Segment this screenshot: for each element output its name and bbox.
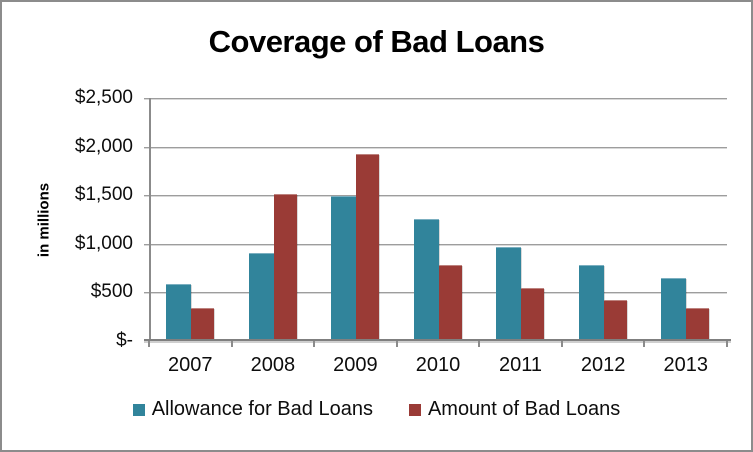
x-axis-tick xyxy=(726,341,728,347)
gridline xyxy=(144,195,727,197)
x-category-label: 2008 xyxy=(250,354,296,376)
x-axis-tick xyxy=(148,341,150,347)
bar-amount-2011 xyxy=(521,287,545,341)
x-category-label: 2009 xyxy=(333,354,378,376)
legend-swatch-allowance xyxy=(132,403,145,416)
bar-amount-2010 xyxy=(438,264,462,341)
bar-amount-2007 xyxy=(191,308,214,341)
bar-amount-2012 xyxy=(603,300,627,341)
y-tick-label: $2,500 xyxy=(74,87,133,108)
legend-swatch-amount xyxy=(408,403,421,416)
x-axis-tick xyxy=(478,341,481,347)
x-category-label: 2013 xyxy=(663,354,708,376)
x-axis-tick xyxy=(560,341,563,347)
y-axis-line xyxy=(149,98,151,341)
x-axis-line xyxy=(144,339,731,341)
plot-area xyxy=(144,98,727,341)
x-axis-tick xyxy=(230,341,233,347)
legend: Allowance for Bad Loans Amount of Bad Loa… xyxy=(2,398,751,421)
gridline xyxy=(144,98,727,99)
x-category-label: 2007 xyxy=(168,354,213,376)
y-tick-label: $2,000 xyxy=(74,135,133,157)
legend-label: Allowance for Bad Loans xyxy=(151,398,373,420)
bar-allowance-2009 xyxy=(331,196,357,341)
bar-amount-2013 xyxy=(686,308,710,341)
x-axis-tick xyxy=(643,341,646,347)
x-category-label: 2012 xyxy=(580,354,626,376)
gridline xyxy=(144,146,727,148)
bar-allowance-2007 xyxy=(166,283,191,341)
x-category-label: 2010 xyxy=(415,354,461,376)
legend-item: Amount of Bad Loans xyxy=(408,398,621,421)
bar-amount-2009 xyxy=(356,153,380,341)
x-category-label: 2011 xyxy=(499,354,543,376)
bar-allowance-2011 xyxy=(496,246,522,341)
bar-allowance-2010 xyxy=(413,218,439,341)
x-axis-tick xyxy=(395,341,398,347)
bar-allowance-2012 xyxy=(578,265,604,341)
y-tick-label: $1,000 xyxy=(74,232,133,254)
y-tick-label: $500 xyxy=(90,281,133,303)
bar-allowance-2008 xyxy=(248,252,274,341)
y-tick-label: $- xyxy=(116,330,133,351)
legend-item: Allowance for Bad Loans xyxy=(132,398,373,421)
bar-allowance-2013 xyxy=(661,277,687,341)
y-tick-label: $1,500 xyxy=(74,184,133,206)
x-axis-tick xyxy=(313,341,316,347)
legend-label: Amount of Bad Loans xyxy=(427,398,621,420)
chart-title: Coverage of Bad Loans xyxy=(208,24,545,59)
bar-amount-2008 xyxy=(273,194,297,341)
